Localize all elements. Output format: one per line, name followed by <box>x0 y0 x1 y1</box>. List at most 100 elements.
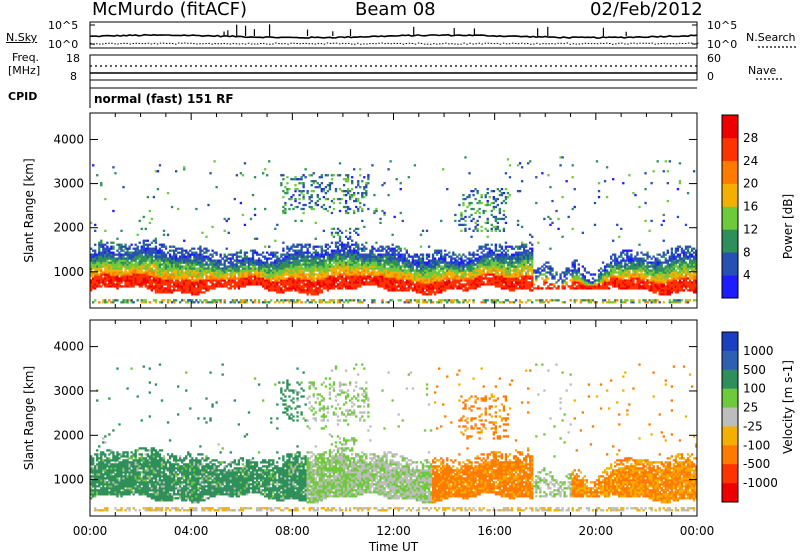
power-cell <box>545 279 548 282</box>
power-cell <box>162 243 166 246</box>
power-cell <box>300 289 303 292</box>
power-cell <box>401 253 404 256</box>
power-cell <box>494 245 497 248</box>
power-cell <box>498 275 502 278</box>
power-cell <box>201 287 204 290</box>
power-cell <box>211 279 214 282</box>
power-cell <box>454 273 457 276</box>
power-cell <box>284 287 287 290</box>
power-cell <box>415 277 419 280</box>
power-cell <box>144 243 147 246</box>
power-cell <box>217 271 220 274</box>
power-cell <box>247 281 251 284</box>
power-cell <box>306 263 309 266</box>
power-cell <box>239 275 243 278</box>
power-cell <box>120 277 123 280</box>
power-cell <box>326 277 330 280</box>
power-cell <box>245 255 249 258</box>
power-cell <box>373 277 376 280</box>
power-cell <box>480 269 483 272</box>
power-cell <box>522 265 526 268</box>
power-cell <box>150 279 154 282</box>
power-cell <box>551 299 554 302</box>
power-cell <box>253 299 257 302</box>
power-cell <box>407 261 410 264</box>
power-cell <box>413 299 417 302</box>
power-cell <box>239 285 243 288</box>
power-cell <box>90 267 93 270</box>
power-cell <box>280 255 283 258</box>
power-cell <box>330 267 334 270</box>
power-cell <box>427 291 431 294</box>
power-cell <box>389 247 392 250</box>
power-cell <box>427 281 431 284</box>
power-cell <box>132 275 135 278</box>
power-cell <box>415 273 419 276</box>
power-cell <box>340 197 344 201</box>
power-cell <box>270 299 273 302</box>
power-cell <box>298 299 301 302</box>
power-cell <box>359 267 362 270</box>
power-cell <box>288 283 291 286</box>
power-cell <box>346 277 350 280</box>
power-cell <box>142 301 145 304</box>
power-cell <box>179 289 182 292</box>
power-cell <box>122 263 125 266</box>
power-cell <box>138 257 141 260</box>
power-cell <box>177 281 180 284</box>
power-cell <box>407 273 410 276</box>
power-cell <box>172 273 176 276</box>
power-cell <box>116 299 119 302</box>
power-cell <box>357 191 360 195</box>
power-cell <box>520 283 524 286</box>
power-cell <box>134 243 137 246</box>
power-cell <box>440 279 443 282</box>
power-cell <box>547 261 550 264</box>
power-cell <box>209 301 212 304</box>
power-cell <box>322 188 325 191</box>
power-cell <box>324 301 328 304</box>
power-cell <box>142 215 145 219</box>
power-cell <box>156 188 160 191</box>
power-cell <box>405 263 408 266</box>
power-cell <box>181 259 184 262</box>
power-cell <box>284 201 287 205</box>
power-cell <box>324 251 328 254</box>
power-cell <box>302 251 305 254</box>
power-cell <box>472 263 475 266</box>
power-cell <box>162 279 166 282</box>
power-cell <box>156 267 160 270</box>
power-cell <box>199 299 202 302</box>
power-cell <box>446 271 449 274</box>
power-cell <box>302 197 305 201</box>
power-cell <box>500 191 504 195</box>
power-cell <box>106 241 109 244</box>
power-cell <box>407 269 410 272</box>
power-cell <box>361 265 364 268</box>
power-cell <box>106 249 109 252</box>
power-cell <box>444 257 447 260</box>
power-cell <box>324 269 328 272</box>
power-cell <box>502 269 506 272</box>
power-cell <box>251 193 255 197</box>
power-cell <box>423 301 427 304</box>
power-cell <box>284 255 287 258</box>
power-cell <box>181 267 184 270</box>
power-cell <box>425 263 429 266</box>
power-cell <box>266 259 269 262</box>
power-cell <box>114 269 117 272</box>
power-cell <box>367 271 370 274</box>
power-cell <box>270 261 273 264</box>
power-cell <box>116 253 119 256</box>
power-cell <box>201 265 204 268</box>
power-cell <box>98 265 101 268</box>
power-cell <box>181 279 184 282</box>
power-cell <box>442 269 445 272</box>
power-cell <box>415 259 419 262</box>
power-cell <box>132 267 135 270</box>
power-cell <box>525 245 528 248</box>
power-cell <box>134 281 137 284</box>
power-cell <box>126 273 129 276</box>
power-cell <box>324 174 328 177</box>
power-cell <box>359 283 362 286</box>
